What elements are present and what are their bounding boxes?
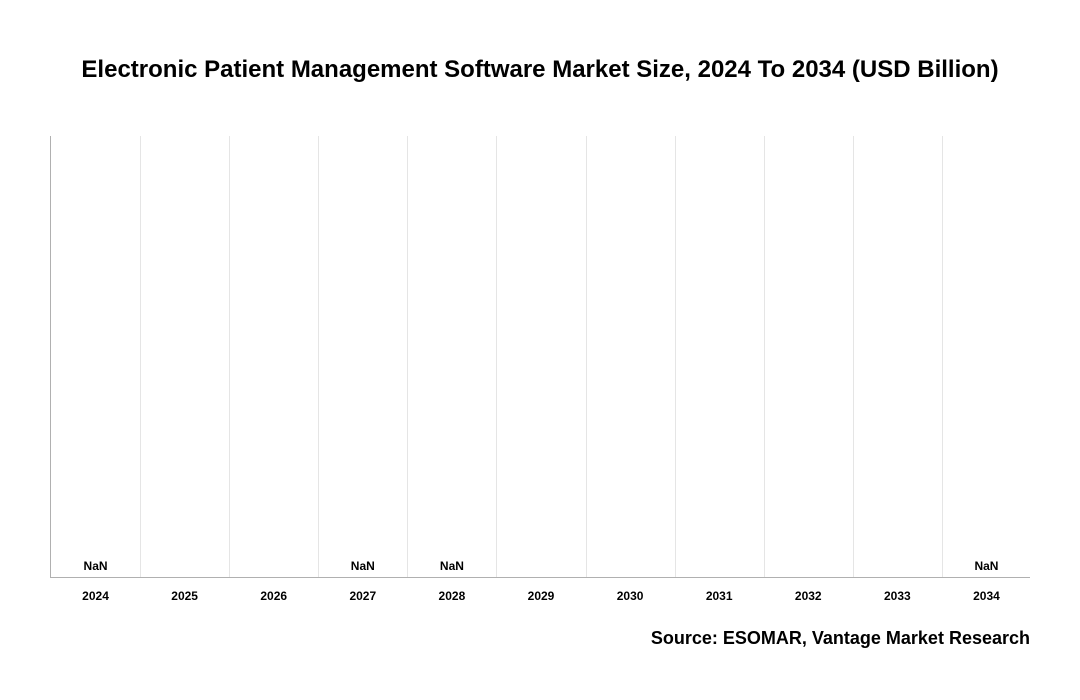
x-tick-label: 2024 [82, 589, 109, 603]
x-tick-label: 2032 [795, 589, 822, 603]
gridline [229, 136, 230, 577]
source-attribution: Source: ESOMAR, Vantage Market Research [651, 628, 1030, 649]
chart-title: Electronic Patient Management Software M… [50, 56, 1030, 84]
gridline [140, 136, 141, 577]
chart-container: Electronic Patient Management Software M… [0, 0, 1080, 700]
x-tick-label: 2025 [171, 589, 198, 603]
x-tick-label: 2029 [528, 589, 555, 603]
value-label: NaN [351, 559, 375, 573]
value-label: NaN [84, 559, 108, 573]
value-label: NaN [440, 559, 464, 573]
x-tick-label: 2027 [349, 589, 376, 603]
gridline [496, 136, 497, 577]
gridline [853, 136, 854, 577]
x-tick-label: 2034 [973, 589, 1000, 603]
plot-area: NaN202420252026NaN2027NaN202820292030203… [50, 136, 1030, 578]
gridline [407, 136, 408, 577]
value-label: NaN [974, 559, 998, 573]
x-tick-label: 2028 [439, 589, 466, 603]
gridline [318, 136, 319, 577]
x-tick-label: 2026 [260, 589, 287, 603]
gridline [764, 136, 765, 577]
x-tick-label: 2030 [617, 589, 644, 603]
x-tick-label: 2033 [884, 589, 911, 603]
gridline [675, 136, 676, 577]
gridline [942, 136, 943, 577]
gridline [586, 136, 587, 577]
x-tick-label: 2031 [706, 589, 733, 603]
